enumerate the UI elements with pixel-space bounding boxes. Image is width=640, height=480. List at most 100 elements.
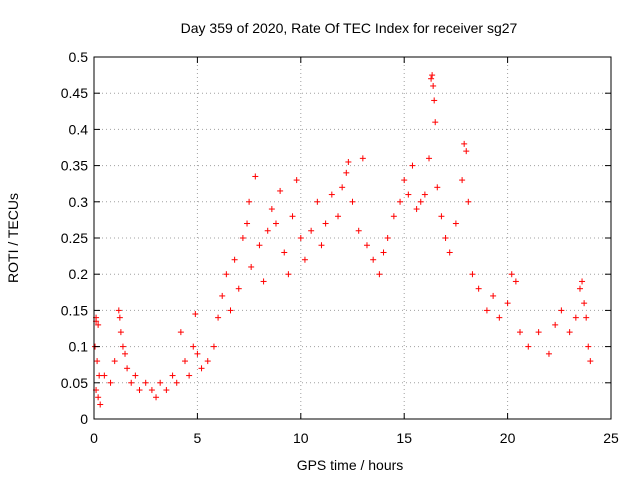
data-point	[192, 311, 199, 318]
data-point	[231, 256, 238, 263]
data-point	[469, 271, 476, 278]
x-tick-label: 0	[90, 430, 98, 446]
data-point	[349, 198, 356, 205]
data-point	[359, 155, 366, 162]
data-point	[380, 249, 387, 256]
data-point	[124, 365, 131, 372]
data-point	[558, 307, 565, 314]
data-point	[545, 350, 552, 357]
data-point	[148, 387, 155, 394]
y-tick-label: 0.2	[69, 266, 89, 282]
data-point	[446, 249, 453, 256]
data-point	[169, 372, 176, 379]
data-point	[409, 162, 416, 169]
data-point	[452, 220, 459, 227]
data-point	[421, 191, 428, 198]
data-point	[153, 394, 160, 401]
data-point	[142, 379, 149, 386]
data-point	[252, 173, 259, 180]
data-point	[335, 213, 342, 220]
data-point	[517, 329, 524, 336]
y-tick-label: 0.35	[61, 158, 88, 174]
data-point	[442, 235, 449, 241]
data-point	[397, 198, 404, 205]
y-tick-label: 0.5	[69, 49, 89, 65]
data-point	[115, 307, 122, 314]
data-point	[370, 256, 377, 263]
x-tick-label: 20	[500, 430, 516, 446]
data-point	[198, 365, 205, 372]
data-point	[219, 292, 226, 299]
data-point	[136, 387, 143, 394]
data-point	[405, 191, 412, 198]
data-point	[293, 177, 300, 184]
data-point	[227, 307, 234, 314]
data-point	[256, 242, 263, 249]
data-point	[297, 235, 304, 241]
data-point	[525, 343, 532, 350]
data-point	[281, 249, 288, 256]
data-points	[92, 72, 594, 408]
y-tick-label: 0	[80, 411, 88, 427]
data-point	[579, 278, 586, 285]
data-point	[461, 140, 468, 147]
data-point	[97, 401, 104, 408]
data-point	[95, 321, 102, 328]
x-axis-label: GPS time / hours	[297, 457, 404, 473]
data-point	[260, 278, 267, 285]
data-point	[173, 379, 180, 386]
data-point	[119, 343, 126, 350]
y-axis: 0 0.05 0.1 0.15 0.2 0.25 0.3 0.35 0.4 0.45 0.5	[61, 49, 611, 427]
data-point	[322, 220, 329, 227]
data-point	[363, 242, 370, 249]
y-tick-label: 0.45	[61, 85, 88, 101]
x-tick-label: 10	[293, 430, 309, 446]
data-point	[314, 198, 321, 205]
data-point	[581, 300, 588, 307]
y-tick-label: 0.25	[61, 230, 88, 246]
y-tick-label: 0.4	[69, 121, 89, 137]
data-point	[426, 155, 433, 162]
data-point	[272, 220, 279, 227]
data-point	[345, 158, 352, 165]
y-tick-label: 0.3	[69, 194, 89, 210]
data-point	[413, 206, 420, 213]
data-point	[277, 187, 284, 194]
data-point	[490, 292, 497, 299]
data-point	[434, 184, 441, 191]
data-point	[496, 314, 503, 321]
data-point	[428, 75, 435, 82]
data-point	[117, 329, 124, 336]
data-point	[204, 358, 211, 365]
data-point	[285, 271, 292, 278]
data-point	[122, 350, 129, 357]
data-point	[239, 235, 246, 241]
data-point	[508, 271, 515, 278]
data-point	[512, 278, 519, 285]
data-point	[289, 213, 296, 220]
data-point	[475, 285, 482, 292]
y-axis-label: ROTI / TECUs	[5, 193, 21, 283]
data-point	[177, 329, 184, 336]
data-point	[339, 184, 346, 191]
data-point	[308, 227, 315, 234]
data-point	[587, 358, 594, 365]
data-point	[566, 329, 573, 336]
data-point	[343, 169, 350, 176]
data-point	[438, 213, 445, 220]
data-point	[163, 387, 170, 394]
data-point	[244, 220, 251, 227]
data-point	[96, 372, 103, 379]
data-point	[128, 379, 135, 386]
y-tick-label: 0.1	[69, 339, 89, 355]
grid-lines	[94, 57, 611, 419]
data-point	[328, 191, 335, 198]
data-point	[572, 314, 579, 321]
data-point	[585, 343, 592, 350]
data-point	[264, 227, 271, 234]
chart-title: Day 359 of 2020, Rate Of TEC Index for r…	[181, 20, 518, 36]
data-point	[465, 198, 472, 205]
y-tick-label: 0.15	[61, 302, 88, 318]
data-point	[390, 213, 397, 220]
